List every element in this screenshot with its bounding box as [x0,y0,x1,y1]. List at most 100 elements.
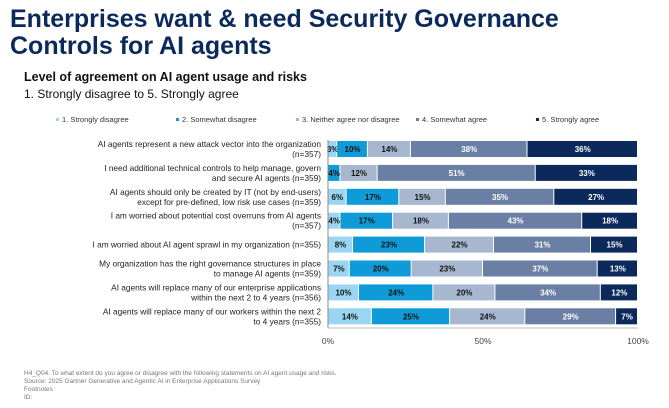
bar-segment [399,188,445,205]
data-label: 15% [415,193,431,202]
data-label: 18% [413,217,429,226]
data-label: 20% [373,265,389,274]
bar-segment [448,212,582,229]
bar-segment [328,164,340,181]
legend-swatch [536,118,539,121]
bar-segment [340,212,393,229]
data-label: 36% [575,145,591,154]
bar-segment [328,212,340,229]
data-label: 43% [508,217,524,226]
legend-swatch [176,118,179,121]
data-label: 20% [456,288,472,297]
legend-label: 3. Neither agree nor disagree [302,115,400,124]
bar-segment [535,164,637,181]
data-label: 51% [449,169,465,178]
data-label: 10% [345,145,361,154]
category-label: I am worried about AI agent sprawl in my… [92,240,321,250]
category-label: AI agents should only be created by IT (… [110,187,321,197]
legend-label: 5. Strongly agree [542,115,600,124]
data-label: 4% [328,217,340,226]
data-label: 10% [335,288,351,297]
data-label: 7% [333,265,345,274]
bar-segment [367,141,410,157]
category-label: AI agents represent a new attack vector … [98,139,322,149]
category-label: within the next 2 to 4 years (n=356) [190,292,321,302]
data-label: 17% [365,193,381,202]
bar-segment [591,236,637,253]
data-label: 15% [607,241,623,250]
bar-segment [328,188,346,205]
data-label: 22% [452,241,468,250]
legend-swatch [56,118,59,121]
legend-label: 1. Strongly disagree [62,115,129,124]
legend-item: 5. Strongly agree [536,115,656,124]
footnote-id: ID: [24,394,33,401]
bar-segment [340,164,377,181]
legend-item: 3. Neither agree nor disagree [296,115,416,124]
category-label: to 4 years (n=355) [253,316,321,326]
bar-segment [411,260,482,277]
data-label: 4% [328,169,340,178]
bar-segment [377,164,535,181]
data-label: 29% [563,312,579,321]
category-label: (n=357) [292,149,321,159]
data-label: 3% [327,145,339,154]
legend-item: 2. Somewhat disagree [176,115,296,124]
x-tick-label: 50% [474,336,491,346]
legend-item: 4. Somewhat agree [416,115,536,124]
bar-segment [600,284,637,301]
category-label: AI agents will replace many of our worke… [103,306,322,316]
bar-segment [328,308,371,325]
data-label: 37% [532,265,548,274]
legend-label: 2. Somewhat disagree [182,115,257,124]
footnote-source: Source: 2025 Gartner Generative and Agen… [24,378,261,385]
data-label: 35% [492,193,508,202]
data-label: 14% [381,145,397,154]
bar-segment [597,260,637,277]
bar-segment [616,308,637,325]
category-label: My organization has the right governance… [99,259,321,269]
footnotes: H4_Q04. To what extent do you agree or d… [24,370,336,402]
bar-segment [337,141,367,157]
data-label: 31% [534,241,550,250]
data-label: 23% [381,241,397,250]
legend-item: 1. Strongly disagree [56,115,176,124]
bar-segment [527,141,637,157]
bar-segment [359,284,433,301]
data-label: 17% [359,217,375,226]
bar-segment [328,284,358,301]
bar-segment [495,284,600,301]
bar-segment [328,236,353,253]
bar-segment [393,212,448,229]
legend-label: 4. Somewhat agree [422,115,488,124]
bar-segment [346,188,399,205]
data-label: 34% [540,288,556,297]
bar-segment [445,188,554,205]
bar-segment [410,141,527,157]
bar-segment [582,212,637,229]
x-tick-label: 0% [322,336,335,346]
footnote-label: Footnotes [24,386,53,393]
bar-segment [371,308,450,325]
legend-swatch [416,118,419,121]
bar-segment [328,141,337,157]
category-label: I am worried about potential cost overru… [111,211,321,221]
data-label: 33% [579,169,595,178]
bar-segment [349,260,411,277]
data-label: 13% [610,265,626,274]
stacked-bar-chart: AI agents represent a new attack vector … [92,139,649,346]
category-label: AI agents will replace many of our enter… [111,282,321,292]
slide-title: Enterprises want & need Security Governa… [10,5,559,60]
data-label: 12% [351,169,367,178]
data-label: 14% [342,312,358,321]
bar-segment [328,260,349,277]
data-label: 8% [335,241,347,250]
data-label: 24% [388,288,404,297]
legend: 1. Strongly disagree 2. Somewhat disagree… [56,115,656,124]
footnote-question: H4_Q04. To what extent do you agree or d… [24,370,337,377]
data-label: 27% [588,193,604,202]
x-tick-label: 100% [627,336,649,346]
chart-title: Level of agreement on AI agent usage and… [24,70,307,84]
category-label: (n=357) [292,221,321,231]
bar-segment [425,236,493,253]
